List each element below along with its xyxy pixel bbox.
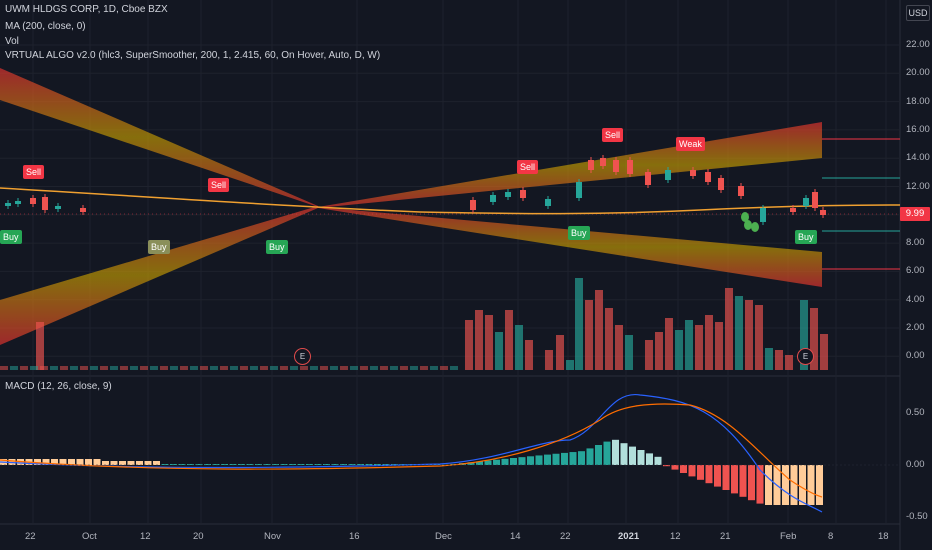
sell-signal: Sell — [602, 128, 624, 142]
algo-legend[interactable]: VRTUAL ALGO v2.0 (hlc3, SuperSmoother, 2… — [5, 50, 381, 61]
time-axis-label: Nov — [264, 531, 281, 542]
time-axis-label: 22 — [25, 531, 36, 542]
time-axis-label: 2021 — [618, 531, 640, 542]
time-axis-label: 21 — [720, 531, 731, 542]
sell-signal: Sell — [23, 165, 45, 179]
macd-pane — [0, 394, 900, 513]
time-axis-label: 12 — [140, 531, 151, 542]
last-price-tag: 9.99 — [900, 207, 930, 221]
time-axis-label: 20 — [193, 531, 204, 542]
earnings-marker[interactable]: E — [797, 348, 814, 365]
price-axis-label: 2.00 — [906, 322, 925, 333]
sell-signal: Sell — [517, 160, 539, 174]
price-axis-label: 6.00 — [906, 265, 925, 277]
buy-signal: Buy — [795, 230, 817, 244]
price-axis-label: 22.00 — [906, 39, 930, 50]
time-axis-label: Oct — [82, 531, 97, 542]
macd-axis-label: 0.00 — [906, 459, 925, 470]
price-axis-label: 12.00 — [906, 180, 930, 192]
sell-signal: Sell — [208, 178, 230, 192]
currency-button[interactable]: USD — [906, 5, 930, 21]
time-axis-label: 8 — [828, 531, 834, 542]
buy-signal: Buy — [148, 240, 170, 254]
time-axis-label: 22 — [560, 531, 571, 542]
price-axis-label: 14.00 — [906, 152, 930, 164]
time-axis-label: Feb — [780, 531, 797, 542]
ma-line — [0, 187, 901, 215]
candlesticks — [5, 155, 826, 232]
ma-legend[interactable]: MA (200, close, 0) — [5, 21, 86, 32]
algo-bands — [0, 68, 822, 345]
price-axis-label: 20.00 — [906, 67, 930, 79]
earnings-marker[interactable]: E — [294, 348, 311, 365]
price-axis-label: 18.00 — [906, 95, 930, 107]
time-axis-label: 12 — [670, 531, 681, 542]
level-lines — [0, 138, 900, 270]
price-axis-label: 8.00 — [906, 237, 925, 249]
vol-legend[interactable]: Vol — [5, 36, 19, 47]
time-axis-label: Dec — [435, 531, 452, 542]
macd-legend[interactable]: MACD (12, 26, close, 9) — [5, 381, 112, 392]
buy-signal: Buy — [0, 230, 22, 244]
buy-signal: Buy — [266, 240, 288, 254]
price-axis-label: 16.00 — [906, 123, 930, 135]
price-axis-label: 4.00 — [906, 293, 925, 305]
weak-signal: Weak — [676, 137, 705, 151]
time-axis-label: 16 — [349, 531, 360, 542]
buy-signal: Buy — [568, 226, 590, 240]
volume-bars — [0, 278, 828, 370]
symbol-title: UWM HLDGS CORP, 1D, Cboe BZX — [5, 4, 168, 15]
time-axis-label: 18 — [878, 531, 889, 542]
symbol-legend[interactable]: UWM HLDGS CORP, 1D, Cboe BZX — [5, 3, 168, 16]
price-axis-label: 0.00 — [906, 350, 925, 362]
macd-axis-label: 0.50 — [906, 407, 925, 418]
time-axis-label: 14 — [510, 531, 521, 542]
macd-axis-label: -0.50 — [906, 511, 928, 522]
